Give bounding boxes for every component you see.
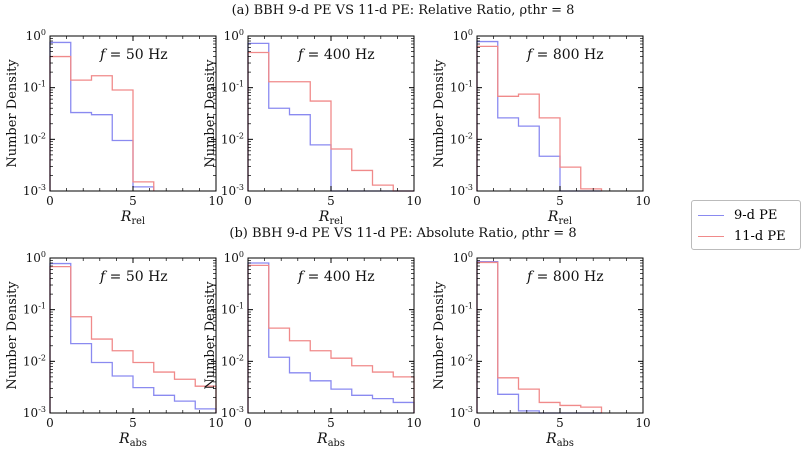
frequency-annotation: f = 50 Hz: [99, 47, 168, 63]
x-tick-label: 10: [208, 194, 223, 208]
y-tick-label: 10-3: [221, 183, 244, 198]
y-tick-label: 10-2: [23, 131, 46, 146]
histogram-series-11d: [476, 45, 603, 191]
y-tick-label: 10-3: [221, 405, 244, 420]
frequency-annotation: f = 400 Hz: [297, 269, 375, 285]
x-tick-label: 5: [327, 194, 335, 208]
x-tick-label: 10: [635, 416, 650, 430]
panel-b-1: 100 10-1 10-2 10-30 5 10 Rabs Number Density f =…: [5, 250, 224, 449]
histogram-series-9d: [49, 41, 155, 191]
x-axis-label: Rrel: [120, 209, 145, 227]
y-axis-label: Number Density: [432, 59, 447, 168]
y-axis-label: Number Density: [5, 59, 20, 168]
histogram-series-11d: [49, 266, 217, 413]
y-tick-label: 100: [453, 250, 473, 265]
histogram-series-9d: [49, 262, 217, 413]
y-tick-label: 10-1: [221, 80, 244, 95]
panel-b-2: 100 10-1 10-2 10-30 5 10 Rabs Number Density f =…: [203, 250, 422, 449]
histogram-series-11d: [476, 261, 603, 413]
y-tick-label: 10-2: [23, 353, 46, 368]
y-axis-label: Number Density: [5, 281, 20, 390]
frequency-annotation: f = 400 Hz: [297, 47, 375, 63]
x-tick-label: 5: [556, 194, 564, 208]
x-tick-label: 0: [244, 194, 252, 208]
x-tick-label: 0: [244, 416, 252, 430]
legend-item-9d: 9-d PE: [698, 207, 777, 223]
y-axis-label: Number Density: [203, 281, 218, 390]
y-tick-label: 10-1: [221, 302, 244, 317]
x-axis-label: Rabs: [118, 431, 147, 449]
x-axis-label: Rabs: [316, 431, 345, 449]
x-tick-label: 10: [208, 416, 223, 430]
y-axis-label: Number Density: [432, 281, 447, 390]
x-tick-label: 0: [46, 194, 54, 208]
legend-label-9d: 9-d PE: [734, 207, 778, 223]
y-tick-label: 10-2: [221, 353, 244, 368]
histogram-series-11d: [247, 264, 415, 413]
x-tick-label: 10: [406, 416, 421, 430]
row-b-title: (b) BBH 9-d PE VS 11-d PE: Absolute Rati…: [229, 226, 577, 241]
histogram-series-11d: [247, 51, 414, 192]
y-axis-label: Number Density: [203, 59, 218, 168]
x-tick-label: 5: [327, 416, 335, 430]
x-tick-label: 10: [635, 194, 650, 208]
x-tick-label: 0: [46, 416, 54, 430]
frequency-annotation: f = 800 Hz: [526, 47, 604, 63]
panel-a-1: 100 10-1 10-2 10-30 5 10 Rrel Number Density f =…: [5, 28, 224, 227]
histogram-series-9d: [247, 262, 415, 413]
x-tick-label: 5: [556, 416, 564, 430]
y-tick-label: 10-1: [23, 80, 46, 95]
legend-swatch-11d: [698, 235, 724, 237]
x-axis-label: Rrel: [318, 209, 343, 227]
x-axis-label: Rrel: [547, 209, 572, 227]
legend-item-11d: 11-d PE: [698, 228, 786, 244]
histogram-series-11d: [49, 55, 155, 191]
panel-b-3: 100 10-1 10-2 10-30 5 10 Rabs Number Density f =…: [432, 250, 651, 449]
row-a-title: (a) BBH 9-d PE VS 11-d PE: Relative Rati…: [231, 3, 575, 18]
x-tick-label: 5: [129, 416, 137, 430]
y-tick-label: 10-2: [450, 353, 473, 368]
y-tick-label: 10-2: [450, 131, 473, 146]
frequency-annotation: f = 800 Hz: [526, 269, 604, 285]
panel-a-3: 100 10-1 10-2 10-30 5 10 Rrel Number Density f =…: [432, 28, 651, 227]
y-tick-label: 10-1: [450, 302, 473, 317]
x-tick-label: 0: [473, 194, 481, 208]
x-tick-label: 5: [129, 194, 137, 208]
y-tick-label: 10-1: [450, 80, 473, 95]
legend: 9-d PE 11-d PE: [691, 200, 801, 250]
y-tick-label: 100: [26, 250, 46, 265]
y-tick-label: 100: [224, 28, 244, 43]
frequency-annotation: f = 50 Hz: [99, 269, 168, 285]
y-tick-label: 10-1: [23, 302, 46, 317]
x-tick-label: 10: [406, 194, 421, 208]
y-tick-label: 10-3: [23, 183, 46, 198]
y-tick-label: 10-3: [23, 405, 46, 420]
y-tick-label: 100: [224, 250, 244, 265]
y-tick-label: 10-2: [221, 131, 244, 146]
x-tick-label: 0: [473, 416, 481, 430]
y-tick-label: 10-3: [450, 183, 473, 198]
x-axis-label: Rabs: [545, 431, 574, 449]
panel-a-2: 100 10-1 10-2 10-30 5 10 Rrel Number Density f =…: [203, 28, 422, 227]
y-tick-label: 10-3: [450, 405, 473, 420]
legend-swatch-9d: [698, 214, 724, 216]
y-tick-label: 100: [453, 28, 473, 43]
legend-label-11d: 11-d PE: [734, 228, 786, 244]
y-tick-label: 100: [26, 28, 46, 43]
